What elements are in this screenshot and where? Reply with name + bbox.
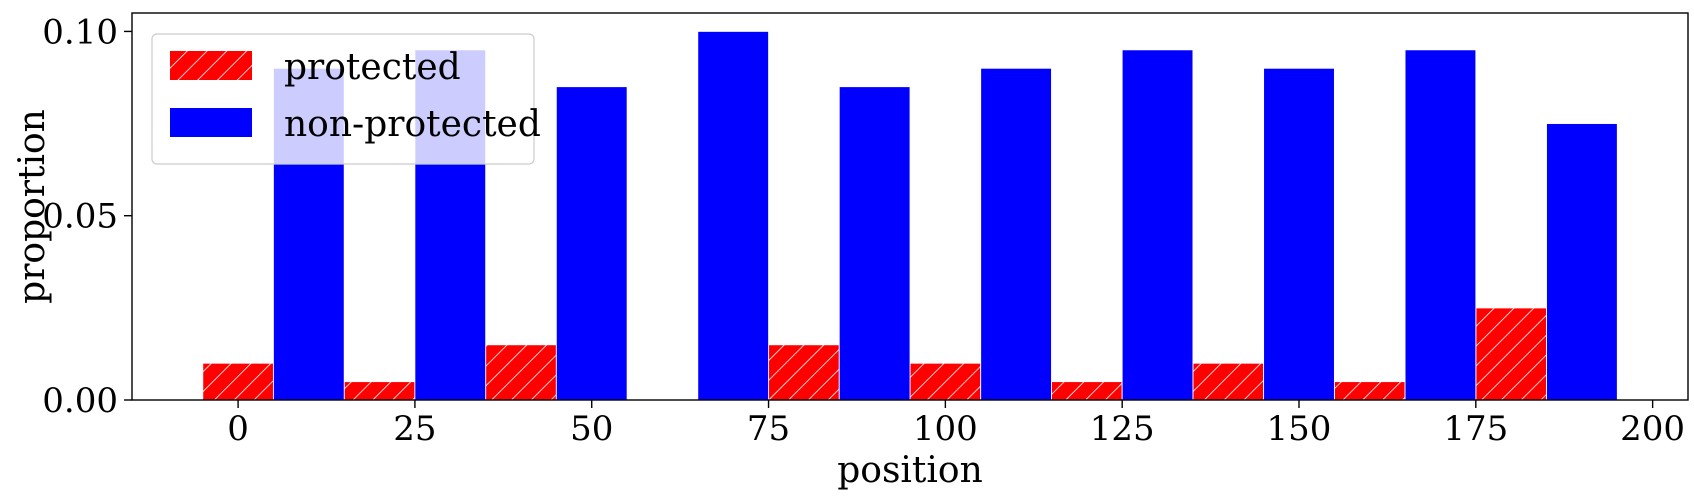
bar-non-protected-2 <box>555 86 628 401</box>
bar-non-protected-8 <box>1404 49 1477 401</box>
x-tick-label: 25 <box>393 409 436 449</box>
bar-protected-1 <box>343 381 416 401</box>
y-tick-label: 0.05 <box>42 197 118 237</box>
bar-protected-8 <box>1475 307 1548 401</box>
bar-protected-5 <box>1050 381 1123 401</box>
bar-protected-7 <box>1333 381 1406 401</box>
legend-swatch-non-protected <box>170 108 252 137</box>
bar-protected-0 <box>202 362 274 401</box>
bar-non-protected-5 <box>980 67 1052 401</box>
x-tick-label: 50 <box>570 409 613 449</box>
bar-protected-6 <box>1192 362 1265 401</box>
ticks-layer: 0 25 50 75 100 125 150 175 200 0.00 0.05 0.10 <box>42 12 1685 449</box>
x-axis-title: position <box>837 450 983 491</box>
x-tick-label: 150 <box>1267 409 1332 449</box>
bar-non-protected-9 <box>1546 123 1618 401</box>
x-tick-label: 75 <box>747 409 790 449</box>
plot-frame <box>131 12 1689 401</box>
x-tick-label: 125 <box>1090 409 1155 449</box>
bar-protected-4 <box>909 362 982 401</box>
bars-layer <box>202 31 1618 401</box>
legend: protected non-protected <box>151 33 541 165</box>
bar-non-protected-6 <box>1121 49 1194 401</box>
bar-non-protected-4 <box>838 86 911 401</box>
bar-non-protected-7 <box>1263 67 1335 401</box>
y-tick-label: 0.00 <box>42 381 118 421</box>
legend-label-protected: protected <box>284 47 461 88</box>
y-axis-title: proportion <box>12 109 53 304</box>
x-tick-label: 100 <box>913 409 978 449</box>
x-tick-label: 200 <box>1620 409 1685 449</box>
bar-protected-3 <box>768 344 840 401</box>
legend-label-non-protected: non-protected <box>284 104 541 145</box>
x-tick-label: 0 <box>227 409 249 449</box>
legend-swatch-protected <box>170 51 252 80</box>
bar-protected-2 <box>485 344 557 401</box>
x-tick-label: 175 <box>1443 409 1508 449</box>
y-tick-label: 0.10 <box>42 12 118 52</box>
bar-non-protected-3 <box>697 31 769 401</box>
